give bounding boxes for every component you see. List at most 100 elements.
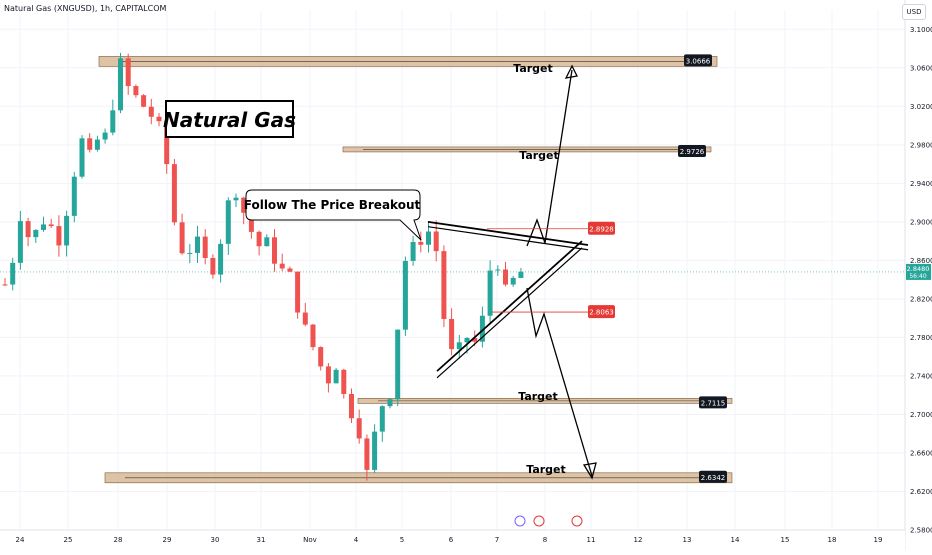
candles: [2, 52, 524, 481]
y-tick-label: 3.0200: [910, 103, 932, 111]
current-price-label: 2.8480: [907, 265, 930, 273]
candle-body: [364, 438, 370, 470]
triangle-upper-line-2: [427, 226, 589, 251]
y-tick-label: 2.6600: [910, 449, 932, 457]
level-badge-label: 2.7115: [701, 399, 726, 407]
level-badge: 2.7115: [699, 396, 727, 409]
candle-body: [279, 263, 285, 269]
candle-body: [241, 197, 247, 213]
candle-body: [264, 237, 270, 247]
candle-body: [418, 242, 424, 245]
bullish-arrowhead: [564, 64, 578, 79]
candle-body: [118, 58, 123, 111]
target-label: Target: [513, 62, 553, 75]
candle-body: [318, 347, 324, 367]
candle-body: [479, 315, 485, 342]
marker-badge: [588, 221, 615, 235]
level-badge-bg: [678, 144, 706, 157]
triangle-lower-line-2: [436, 247, 583, 379]
candle-body: [441, 251, 447, 319]
y-tick-label: 3.1000: [910, 26, 932, 34]
candle-body: [372, 431, 378, 470]
x-tick-label: 30: [211, 536, 220, 544]
level-badge-bg: [699, 396, 727, 409]
x-tick-label: 5: [400, 536, 404, 544]
candle-body: [125, 58, 131, 87]
chart-title: Natural Gas: [163, 108, 296, 132]
x-tick-label: 8: [543, 536, 547, 544]
currency-button[interactable]: USD: [902, 4, 926, 20]
y-tick-label: 2.9800: [910, 141, 932, 149]
x-tick-label: 19: [874, 536, 883, 544]
triangle-lower-line: [436, 240, 583, 372]
target-label: Target: [518, 390, 558, 403]
candle-body: [225, 200, 231, 244]
candle-body: [449, 318, 455, 350]
candle-body: [71, 176, 77, 216]
x-tick-label: 13: [683, 536, 692, 544]
target-zones: 3.0666 2.9726 2.7115 2.6342: [98, 54, 733, 484]
x-tick-label: 14: [731, 536, 740, 544]
candle-body: [295, 271, 301, 313]
candle-body: [256, 231, 262, 247]
level-badge: 3.0666: [684, 54, 712, 67]
x-tick-label: 11: [587, 536, 596, 544]
x-tick-label: 18: [828, 536, 837, 544]
candle-body: [102, 132, 108, 140]
y-tick-label: 2.7800: [910, 334, 932, 342]
candle-body: [25, 221, 31, 238]
candle-body: [410, 242, 416, 261]
triangle-upper-line: [427, 220, 589, 246]
level-badge-bg: [684, 54, 712, 67]
candle-body: [133, 86, 139, 96]
x-tick-label: 6: [449, 536, 454, 544]
flag-icon: [533, 515, 545, 527]
candle-body: [202, 236, 208, 258]
countdown-label: 56:40: [909, 273, 926, 280]
x-tick-label: 12: [634, 536, 643, 544]
candle-body: [48, 224, 54, 227]
y-tick-label: 2.7400: [910, 372, 932, 380]
candle-body: [302, 312, 308, 325]
drawings: 2.8928 2.8063 Target Target Target Target Natu…: [163, 62, 615, 480]
x-tick-label: 28: [114, 536, 123, 544]
flag-icon: [571, 515, 583, 527]
y-tick-label: 2.7000: [910, 411, 932, 419]
candle-body: [94, 139, 100, 150]
candle-body: [510, 277, 516, 285]
x-tick-label: 31: [257, 536, 266, 544]
candle-body: [379, 406, 385, 432]
candle-body: [41, 224, 46, 230]
candle-body: [272, 237, 277, 264]
candle-body: [395, 329, 401, 400]
candle-body: [426, 231, 431, 245]
x-tick-label: 29: [163, 536, 172, 544]
level-badge-label: 2.6342: [701, 474, 726, 482]
level-badge-label: 3.0666: [686, 57, 711, 65]
candle-body: [195, 236, 200, 253]
candle-body: [402, 260, 408, 330]
y-tick-label: 2.9400: [910, 180, 932, 188]
marker-badge-label: 2.8928: [589, 225, 614, 233]
candle-body: [218, 243, 224, 275]
bullish-arrow: [526, 69, 573, 247]
candle-body: [148, 106, 154, 117]
candle-body: [349, 393, 354, 419]
candle-body: [356, 418, 362, 439]
candle-body: [503, 269, 508, 285]
level-badge: 2.6342: [699, 470, 727, 483]
y-tick-label: 2.9000: [910, 218, 932, 226]
candle-body: [141, 95, 147, 107]
bearish-arrow: [526, 287, 593, 477]
time-axis-bg: [0, 530, 905, 550]
candle-body: [210, 257, 216, 275]
candle-body: [341, 369, 347, 394]
candle-body: [17, 221, 23, 263]
bearish-arrowhead: [582, 462, 597, 480]
candle-body: [325, 366, 331, 384]
candle-body: [110, 110, 116, 133]
y-tick-label: 2.8600: [910, 257, 932, 265]
title-box: [165, 100, 294, 138]
